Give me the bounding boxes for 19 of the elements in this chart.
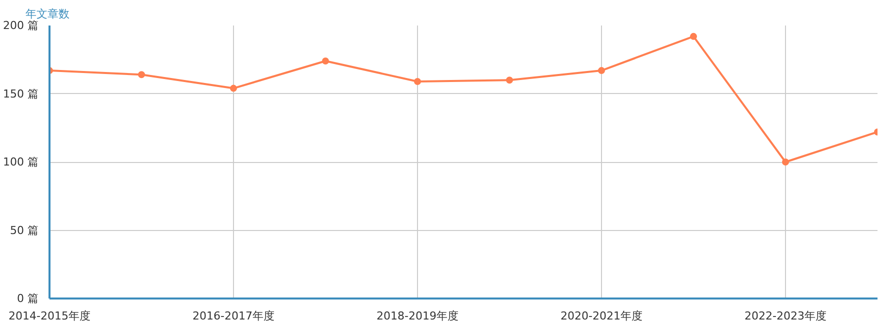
x-tick-label: 2022-2023年度 bbox=[744, 310, 826, 322]
x-tick-label: 2020-2021年度 bbox=[560, 310, 642, 322]
point bbox=[230, 84, 237, 92]
point bbox=[782, 158, 789, 166]
x-tick-label: 2014-2015年度 bbox=[8, 310, 90, 322]
y-tick-label: 150 篇 bbox=[3, 87, 39, 100]
y-tick-label: 100 篇 bbox=[3, 156, 39, 168]
point bbox=[414, 78, 421, 85]
y-tick-label: 0 篇 bbox=[17, 292, 39, 305]
x-tick-label: 2016-2017年度 bbox=[192, 310, 274, 322]
point bbox=[506, 76, 513, 84]
y-tick-label: 200 篇 bbox=[3, 19, 39, 32]
point bbox=[598, 67, 605, 74]
point bbox=[322, 57, 329, 64]
point bbox=[690, 32, 697, 40]
x-tick-label: 2018-2019年度 bbox=[376, 310, 458, 322]
y-axis-title: 年文章数 bbox=[26, 8, 70, 20]
point bbox=[138, 71, 145, 78]
y-tick-label: 50 篇 bbox=[10, 224, 39, 237]
